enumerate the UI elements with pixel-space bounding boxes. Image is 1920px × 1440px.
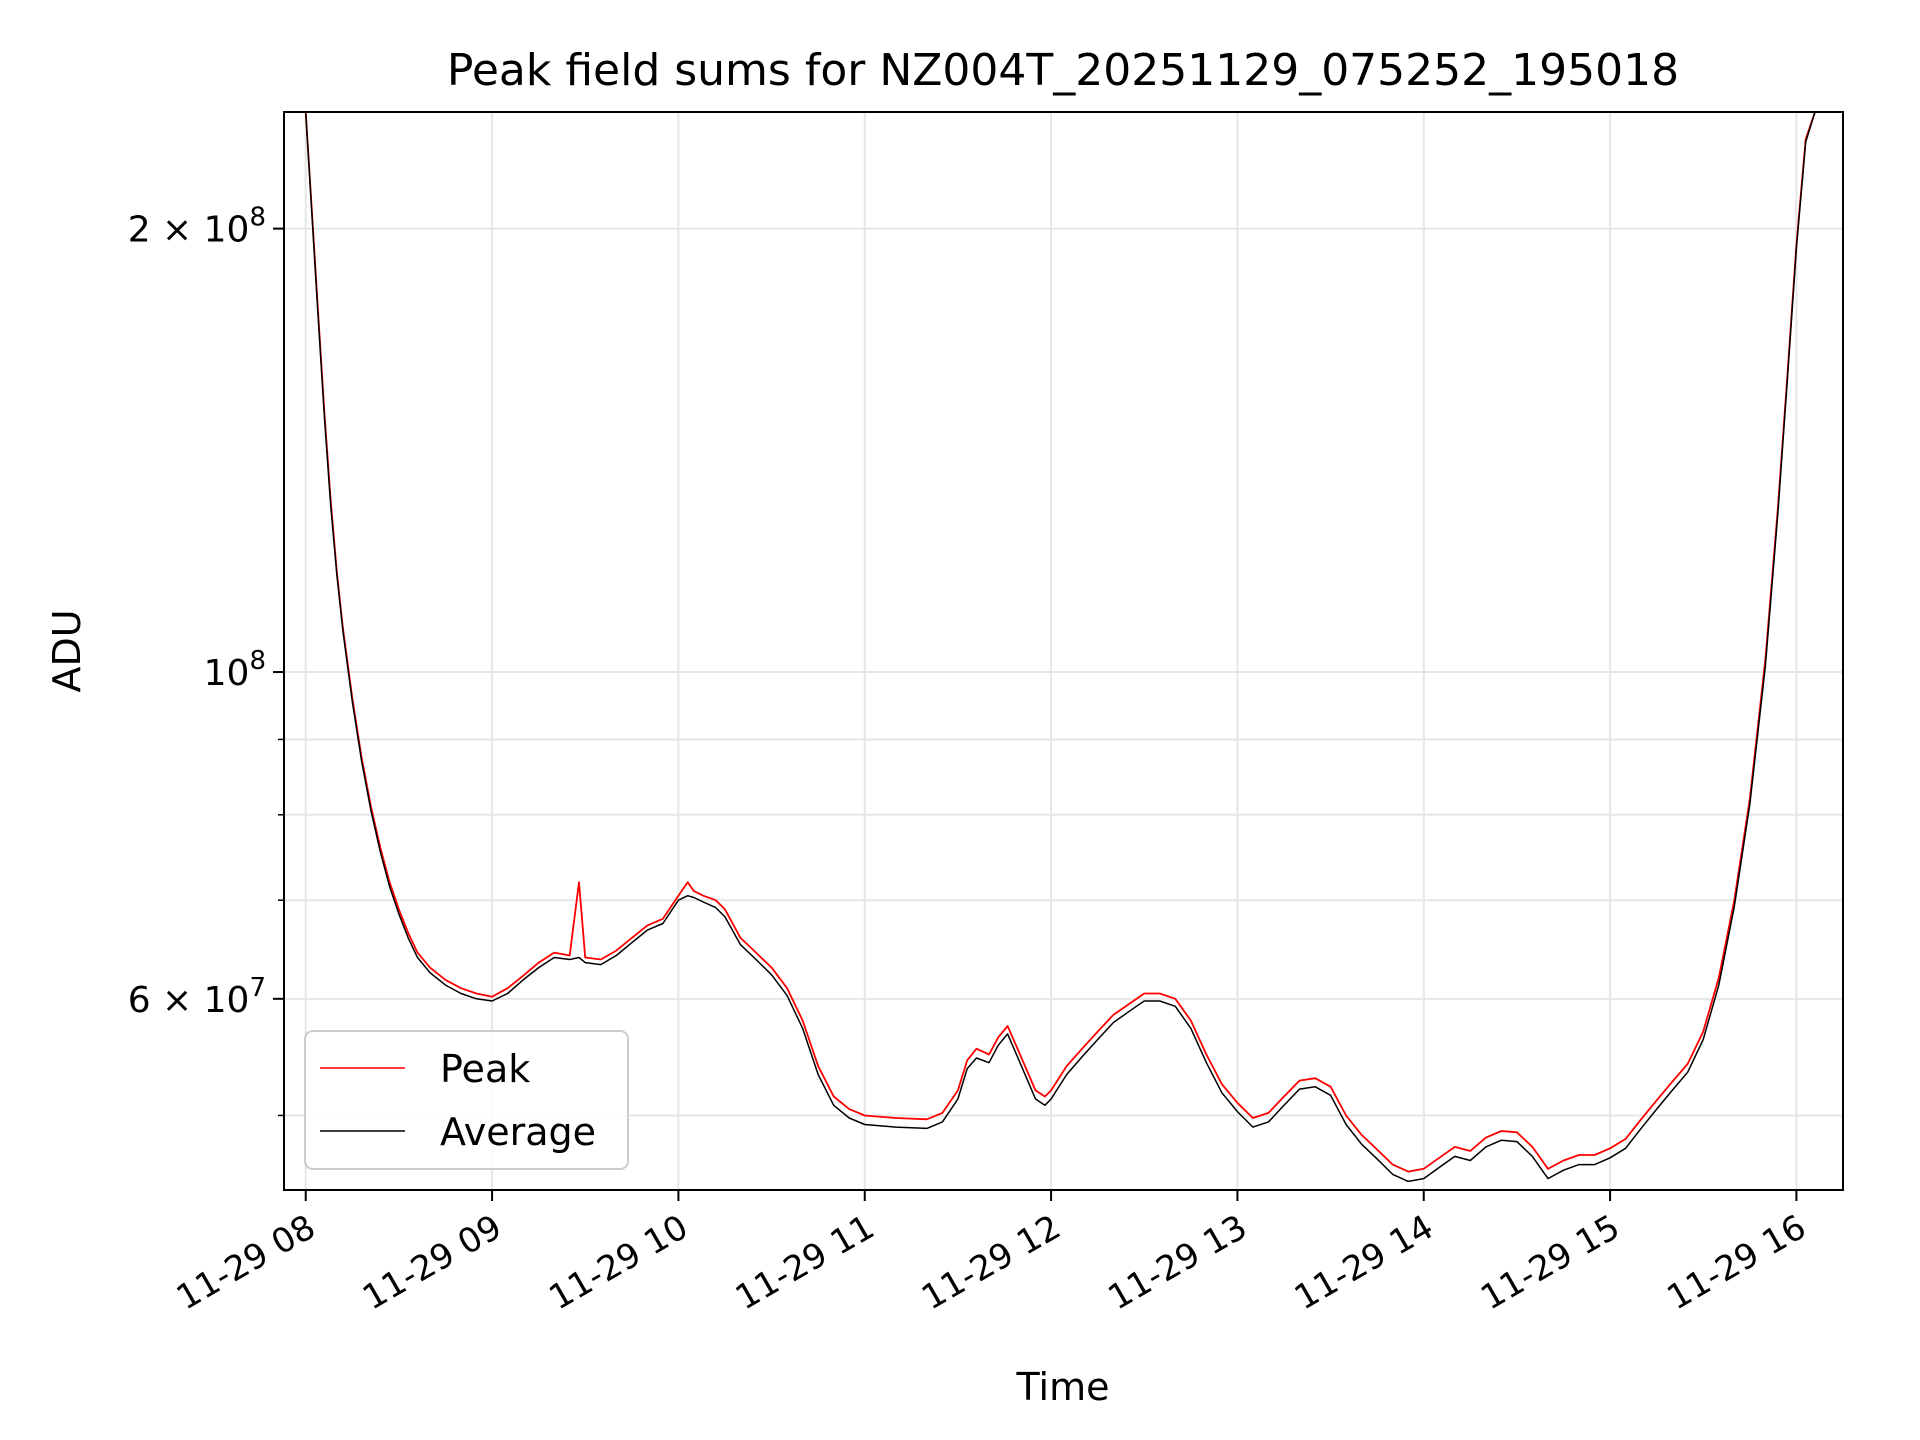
series-line-average xyxy=(304,112,1816,1183)
plot-lines xyxy=(304,112,1816,1183)
legend: Peak Average xyxy=(304,1030,629,1170)
y-tick-label: 2 × 108 xyxy=(128,203,266,251)
x-axis-label: Time xyxy=(1016,1365,1110,1409)
y-axis: 2 × 108 108 6 × 107 xyxy=(128,203,284,1117)
legend-peak-label: Peak xyxy=(440,1047,530,1091)
plot-area-frame xyxy=(283,111,1844,1191)
chart-title: Peak field sums for NZ004T_20251129_0752… xyxy=(447,45,1679,96)
y-tick-label: 108 xyxy=(204,646,266,694)
grid-lines xyxy=(284,112,1843,1190)
legend-average-label: Average xyxy=(440,1110,596,1154)
series-line-peak xyxy=(304,112,1816,1173)
y-axis-label: ADU xyxy=(45,609,89,692)
legend-box xyxy=(304,1030,629,1170)
y-tick-label: 6 × 107 xyxy=(128,973,266,1021)
